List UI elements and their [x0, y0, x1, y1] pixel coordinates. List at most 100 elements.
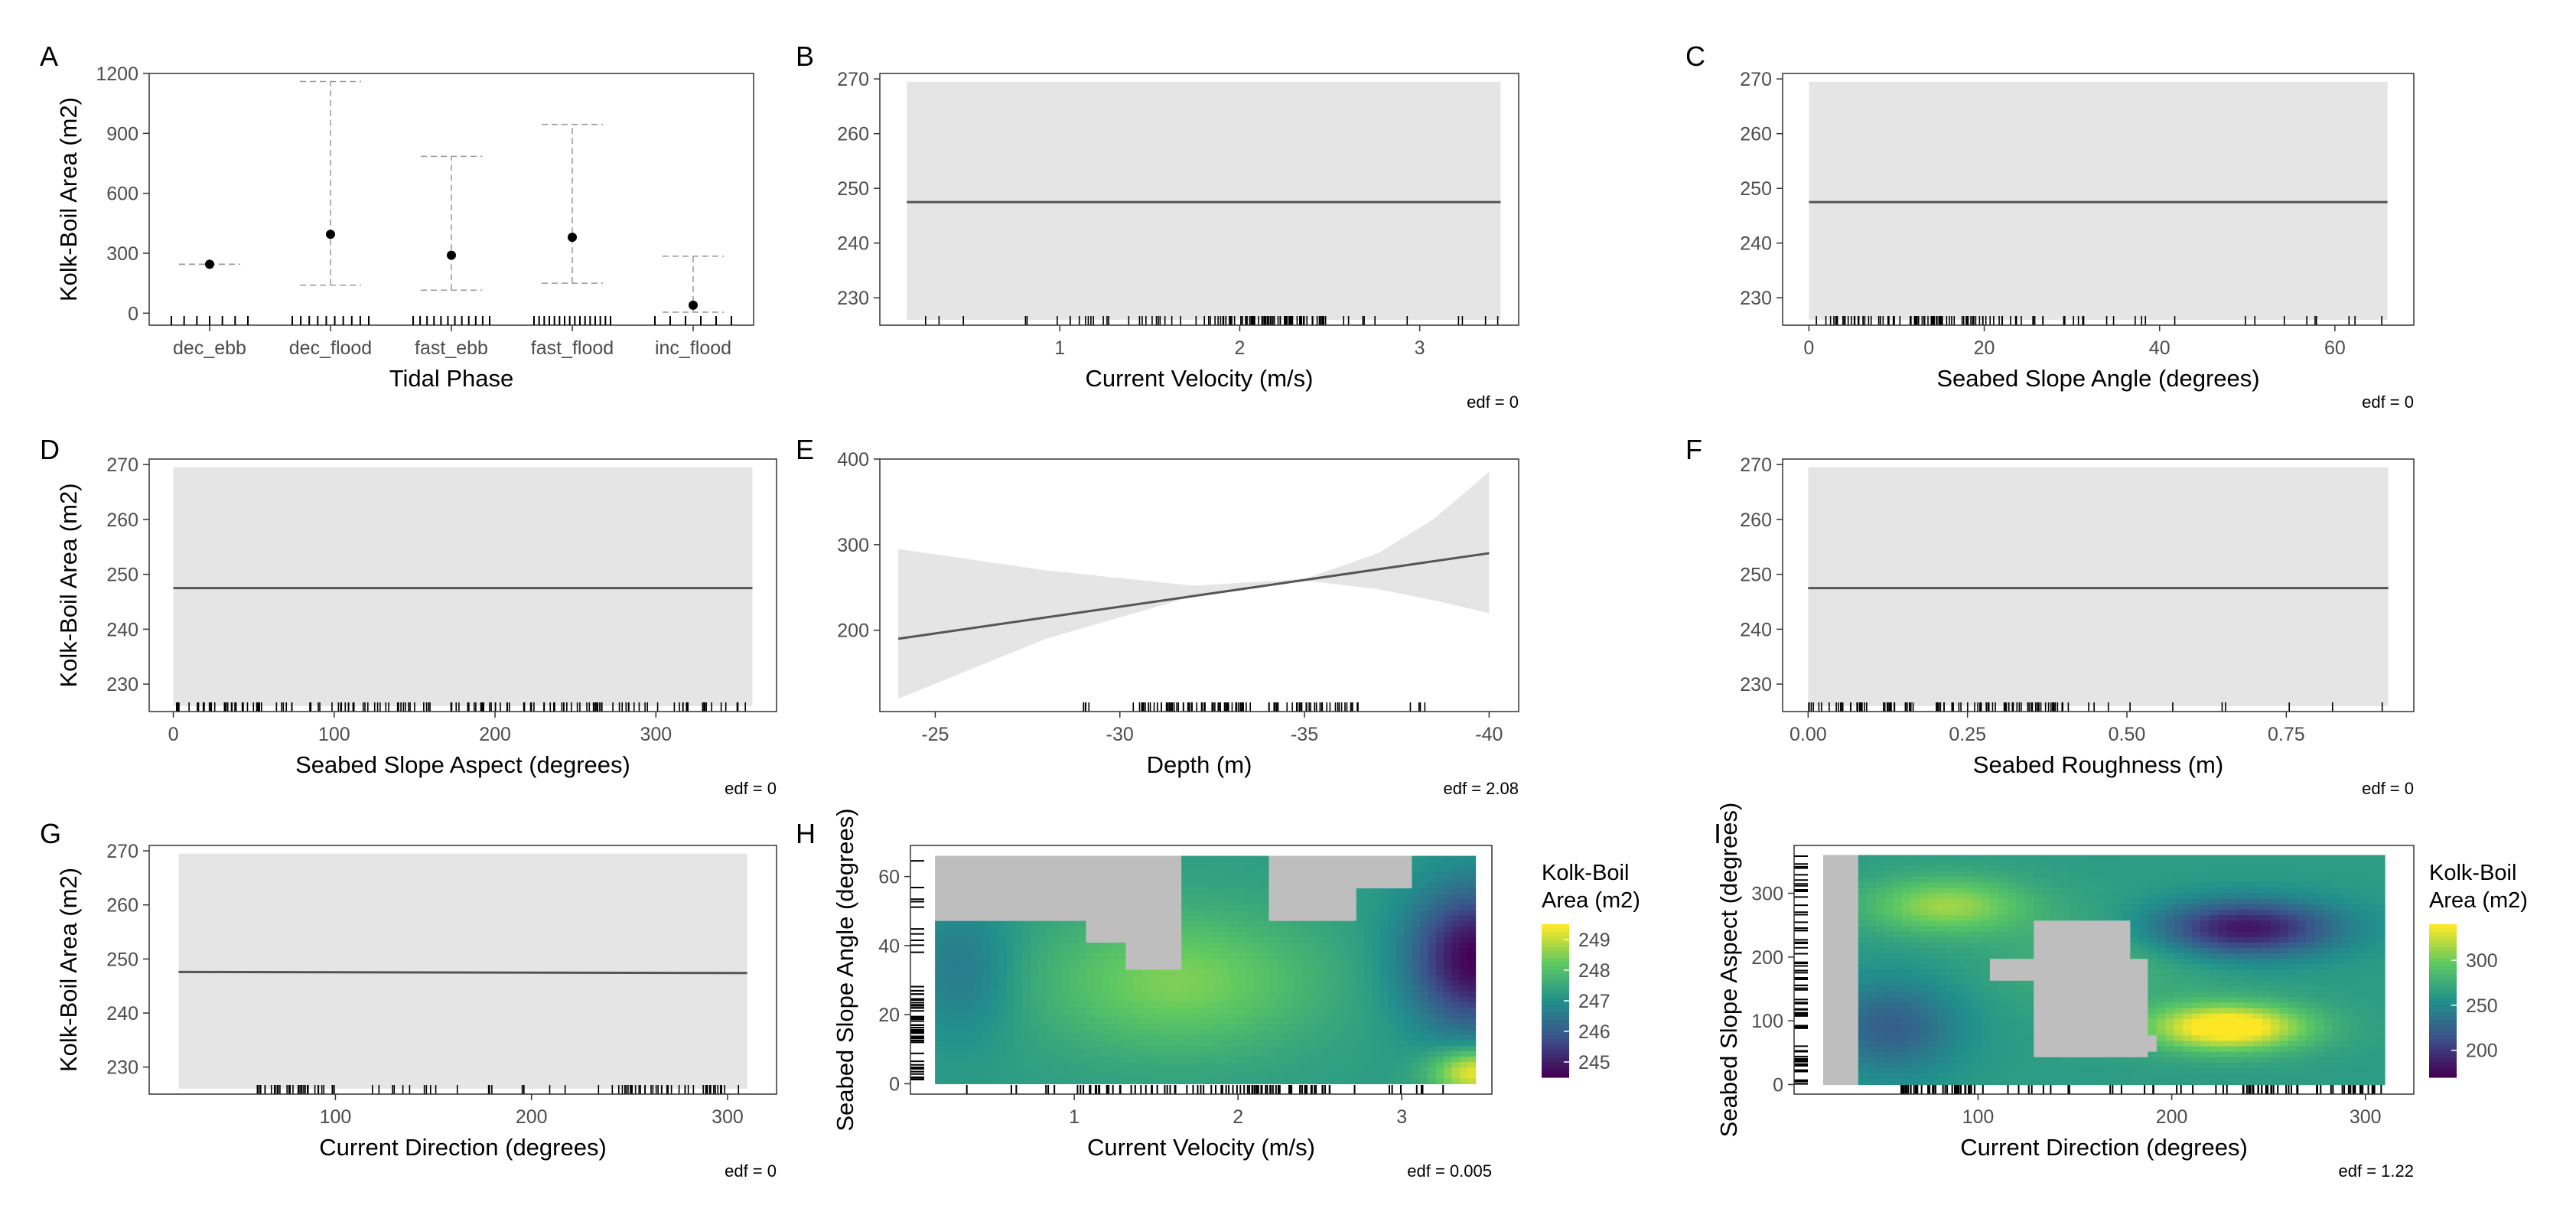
- heat-cell: [1276, 1002, 1285, 1008]
- heat-cell: [1149, 1045, 1158, 1052]
- heat-cell: [1412, 996, 1421, 1003]
- heat-cell: [1404, 1018, 1413, 1025]
- heat-cell: [1372, 899, 1381, 905]
- heat-cell: [1118, 1029, 1127, 1036]
- heat-cell: [1920, 865, 1930, 872]
- heat-cell: [1252, 1056, 1262, 1063]
- heat-cell: [1014, 969, 1023, 976]
- heat-cell: [1340, 1062, 1349, 1068]
- heat-cell: [1419, 969, 1428, 976]
- heat-cell: [1822, 997, 1833, 1003]
- heat-cell: [1388, 969, 1397, 976]
- heat-cell: [1972, 964, 1982, 971]
- heat-cell: [1141, 936, 1151, 943]
- heat-cell: [1181, 1045, 1190, 1052]
- heat-cell: [1356, 915, 1365, 922]
- heat-cell: [1388, 1073, 1397, 1079]
- heat-cell: [1213, 980, 1222, 987]
- heat-cell: [1404, 1034, 1413, 1041]
- heat-cell: [2007, 936, 2017, 943]
- heat-cell: [1412, 1067, 1421, 1073]
- y-tick-label: 250: [1740, 565, 1772, 586]
- heat-cell: [1998, 920, 2008, 927]
- heat-cell: [1428, 877, 1437, 884]
- heat-cell: [1467, 996, 1477, 1003]
- heat-cell: [1910, 1035, 1920, 1041]
- heat-cell: [1388, 996, 1397, 1003]
- heat-cell: [975, 920, 984, 927]
- heat-cell: [1285, 1024, 1294, 1031]
- heat-cell: [1972, 1002, 1982, 1009]
- heat-cell: [1078, 904, 1087, 911]
- heat-cell: [1902, 1057, 1912, 1064]
- heat-cell: [1372, 1029, 1381, 1036]
- heat-cell: [1364, 1067, 1373, 1073]
- heat-cell: [1292, 985, 1301, 992]
- heat-cell: [1316, 964, 1325, 971]
- heat-cell: [1946, 1073, 1956, 1080]
- x-axis-title: Current Direction (degrees): [319, 1134, 607, 1161]
- heat-cell: [1038, 1073, 1047, 1079]
- heat-cell: [1840, 959, 1850, 965]
- heat-cell: [975, 926, 984, 933]
- heat-cell: [1428, 948, 1437, 954]
- heat-cell: [1332, 899, 1341, 905]
- heat-cell: [1093, 1008, 1102, 1014]
- heat-cell: [1109, 996, 1119, 1003]
- heat-cell: [1221, 1056, 1230, 1063]
- heat-cell: [1093, 861, 1102, 868]
- heat-cell: [1125, 1034, 1135, 1041]
- heat-cell: [1822, 909, 1833, 916]
- heat-cell: [1173, 904, 1182, 911]
- heat-cell: [1213, 861, 1222, 868]
- heat-cell: [1849, 877, 1859, 883]
- heat-cell: [1086, 915, 1095, 922]
- heat-cell: [1173, 1062, 1182, 1068]
- heat-cell: [1395, 980, 1405, 987]
- heat-cell: [1221, 953, 1230, 959]
- heat-cell: [1459, 969, 1468, 976]
- heat-cell: [1245, 948, 1254, 954]
- heat-cell: [1840, 942, 1850, 949]
- heat-cell: [1998, 860, 2008, 867]
- heat-cell: [2007, 942, 2017, 949]
- heat-cell: [1849, 992, 1859, 998]
- heat-cell: [966, 953, 975, 959]
- heat-cell: [1285, 877, 1294, 884]
- heat-cell: [2007, 893, 2017, 900]
- heat-cell: [1840, 947, 1850, 954]
- heat-cell: [1173, 943, 1182, 949]
- heat-cell: [1268, 866, 1278, 873]
- heat-cell: [1308, 1013, 1317, 1019]
- y-tick-label: 900: [106, 123, 138, 145]
- heat-cell: [1435, 964, 1444, 971]
- heat-cell: [1937, 1041, 1947, 1047]
- heat-cell: [2016, 898, 2026, 905]
- legend-gradient-step: [1542, 1066, 1569, 1070]
- heat-cell: [1236, 1034, 1246, 1041]
- heat-cell: [1205, 1034, 1214, 1041]
- heat-cell: [1998, 936, 2008, 943]
- heat-cell: [1451, 980, 1461, 987]
- heat-cell: [1867, 926, 1877, 933]
- heat-cell: [959, 1040, 968, 1047]
- legend-gradient-step: [1542, 1070, 1569, 1074]
- heat-cell: [1356, 1040, 1365, 1047]
- heat-cell: [1086, 991, 1095, 998]
- heat-cell: [1086, 899, 1095, 905]
- heat-cell: [1981, 1041, 1991, 1047]
- heat-cell: [1109, 931, 1119, 938]
- heat-cell: [1006, 920, 1015, 927]
- heat-cell: [1946, 1030, 1956, 1036]
- heat-cell: [1379, 894, 1389, 900]
- heat-cell: [1451, 959, 1461, 966]
- heat-cell: [1858, 1013, 1868, 1020]
- y-tick-label: 230: [106, 1057, 138, 1079]
- heat-cell: [1236, 1045, 1246, 1052]
- heat-cell: [975, 969, 984, 976]
- heat-cell: [1078, 953, 1087, 959]
- heat-cell: [1221, 1078, 1230, 1085]
- heat-cell: [1928, 1062, 1938, 1069]
- heat-cell: [1181, 943, 1190, 949]
